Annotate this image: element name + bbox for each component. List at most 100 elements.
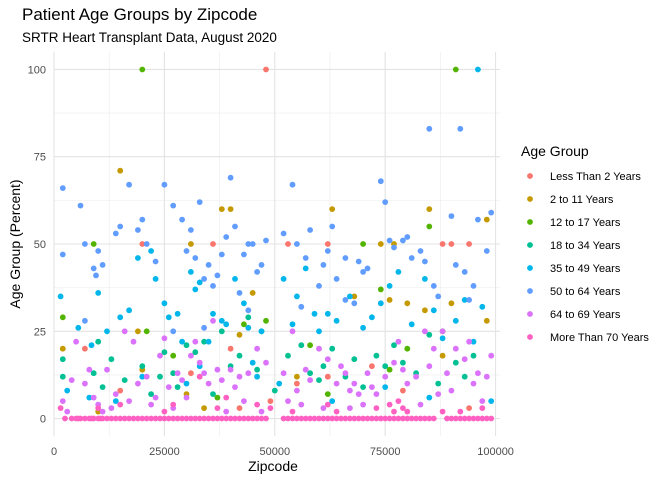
- legend-label-5: 35 to 49 Years: [550, 263, 621, 275]
- data-point-series-5: [470, 338, 477, 345]
- data-point-series-2: [117, 167, 124, 174]
- data-point-series-5: [360, 324, 366, 331]
- data-point-series-8: [82, 415, 88, 422]
- data-point-series-6: [302, 255, 309, 261]
- data-point-series-7: [196, 359, 203, 366]
- data-point-series-7: [369, 384, 375, 390]
- data-point-series-8: [439, 408, 446, 415]
- data-point-series-6: [227, 174, 234, 181]
- data-point-series-8: [241, 415, 247, 422]
- data-point-series-7: [126, 398, 132, 404]
- data-point-series-8: [192, 415, 199, 422]
- data-point-series-8: [391, 408, 397, 415]
- data-point-series-6: [249, 241, 256, 247]
- data-point-series-7: [210, 317, 216, 324]
- data-point-series-5: [192, 286, 199, 293]
- data-point-series-6: [170, 202, 177, 209]
- data-point-series-7: [294, 387, 300, 394]
- data-point-series-5: [57, 293, 64, 300]
- data-point-series-5: [126, 307, 132, 314]
- data-point-series-5: [104, 328, 110, 335]
- data-point-series-3: [90, 241, 97, 247]
- data-point-series-5: [479, 303, 486, 310]
- data-point-series-7: [298, 401, 305, 408]
- data-point-series-5: [165, 314, 172, 321]
- data-point-series-7: [475, 370, 481, 377]
- data-point-series-8: [404, 408, 411, 415]
- data-point-series-5: [439, 335, 446, 342]
- data-point-series-5: [294, 293, 300, 300]
- data-point-series-4: [161, 349, 168, 356]
- data-point-series-5: [64, 387, 71, 394]
- data-point-series-8: [236, 415, 243, 422]
- data-point-series-1: [439, 241, 446, 247]
- data-point-series-8: [161, 415, 168, 422]
- data-point-series-3: [377, 286, 384, 293]
- data-point-series-6: [457, 125, 464, 132]
- data-point-series-8: [183, 415, 190, 422]
- data-point-series-8: [333, 415, 340, 422]
- data-point-series-8: [373, 405, 380, 411]
- data-point-series-7: [108, 405, 115, 411]
- data-point-series-6: [391, 244, 397, 251]
- data-point-series-8: [294, 415, 300, 422]
- data-point-series-8: [355, 415, 362, 422]
- data-point-series-6: [430, 283, 437, 289]
- legend-label-3: 12 to 17 Years: [550, 217, 621, 229]
- data-point-series-5: [488, 398, 495, 404]
- data-point-series-5: [205, 338, 212, 345]
- data-point-series-8: [62, 415, 68, 422]
- data-point-series-8: [245, 415, 252, 422]
- data-point-series-5: [422, 276, 428, 282]
- data-point-series-6: [263, 237, 269, 244]
- data-point-series-4: [360, 384, 366, 390]
- data-point-series-5: [245, 324, 252, 331]
- data-point-series-7: [302, 366, 309, 373]
- data-point-series-5: [135, 255, 141, 261]
- data-point-series-2: [294, 373, 300, 380]
- data-point-series-7: [205, 380, 212, 387]
- data-point-series-6: [298, 303, 305, 310]
- data-point-series-6: [205, 262, 212, 268]
- data-point-series-8: [285, 415, 291, 422]
- data-point-series-3: [360, 241, 366, 247]
- data-point-series-6: [254, 269, 260, 275]
- data-point-series-7: [73, 338, 79, 345]
- data-point-series-2: [426, 206, 433, 213]
- data-point-series-7: [161, 335, 168, 342]
- data-point-series-3: [263, 317, 269, 324]
- data-point-series-8: [364, 415, 371, 422]
- data-point-series-8: [77, 415, 84, 422]
- data-point-series-8: [95, 405, 102, 411]
- data-point-series-8: [263, 415, 269, 422]
- data-point-series-4: [316, 377, 322, 383]
- data-point-series-7: [236, 373, 243, 380]
- data-point-series-7: [452, 345, 459, 352]
- data-point-series-5: [329, 398, 336, 404]
- data-point-series-8: [422, 415, 428, 422]
- data-point-series-5: [452, 317, 459, 324]
- data-point-series-7: [179, 377, 186, 383]
- data-point-series-8: [457, 408, 464, 415]
- data-point-series-2: [351, 293, 358, 300]
- data-point-series-7: [201, 370, 208, 377]
- data-point-series-6: [59, 251, 66, 258]
- data-point-series-8: [267, 405, 274, 411]
- data-point-series-4: [254, 366, 260, 373]
- data-point-series-7: [324, 356, 331, 363]
- y-tick-label: 0: [40, 414, 46, 426]
- data-point-series-7: [82, 380, 88, 387]
- data-point-series-8: [324, 415, 331, 422]
- data-point-series-4: [236, 352, 243, 359]
- data-point-series-8: [448, 415, 455, 422]
- data-point-series-8: [258, 415, 265, 422]
- data-point-series-6: [329, 223, 336, 230]
- data-point-series-8: [170, 401, 177, 408]
- data-point-series-8: [68, 415, 75, 422]
- data-point-series-8: [386, 415, 393, 422]
- data-point-series-4: [90, 370, 97, 377]
- data-point-series-6: [196, 199, 203, 206]
- x-tick-label: 100000: [477, 446, 514, 458]
- data-point-series-8: [311, 415, 318, 422]
- data-point-series-8: [232, 415, 238, 422]
